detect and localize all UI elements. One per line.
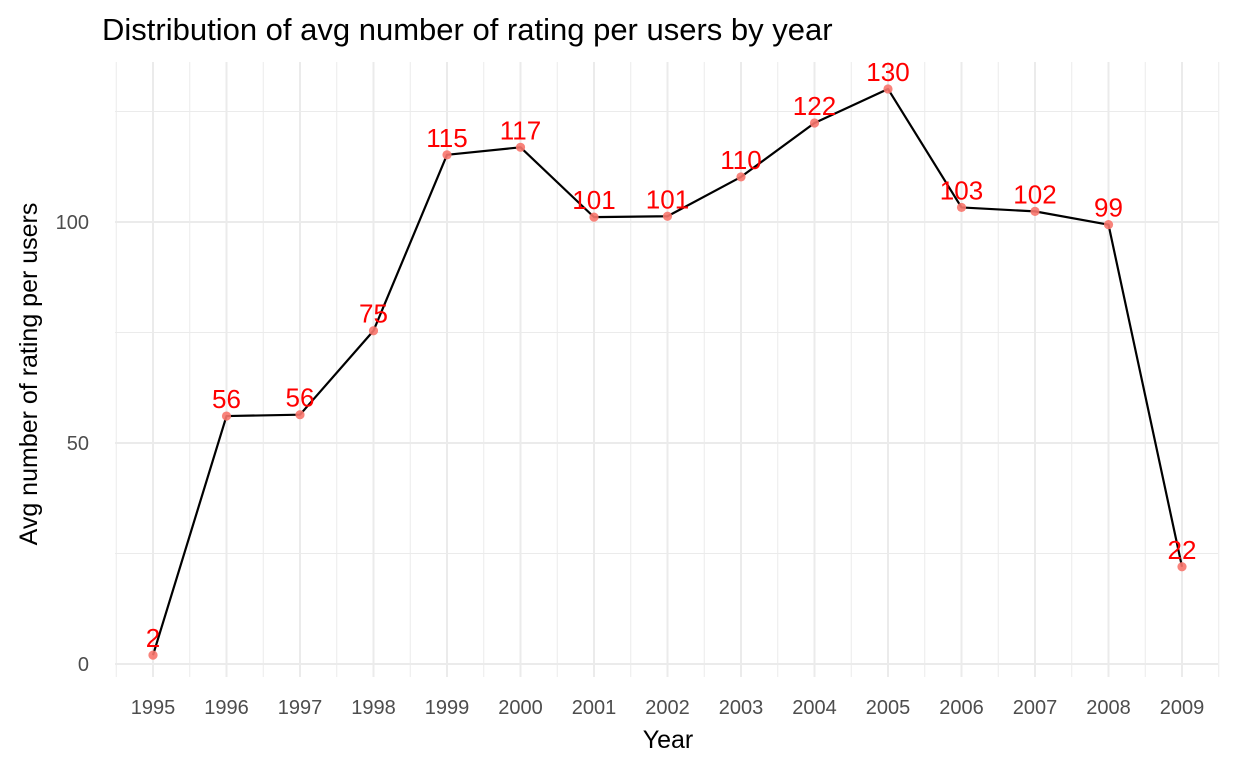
x-tick-label: 2008 [1086,697,1131,719]
x-tick-label: 2003 [719,697,764,719]
x-tick-label: 2001 [572,697,617,719]
data-label: 56 [286,383,315,413]
data-label: 101 [572,185,615,215]
x-axis-title: Year [643,726,694,754]
data-point [956,202,967,213]
major-gridlines [115,62,1218,677]
data-label: 2 [146,623,160,653]
x-tick-label: 1998 [351,697,396,719]
data-label: 75 [359,299,388,329]
data-label: 122 [793,91,836,121]
x-tick-label: 1999 [425,697,470,719]
data-label: 22 [1168,535,1197,565]
data-point [515,142,526,152]
x-tick-label: 2007 [1013,697,1058,719]
data-label: 56 [212,384,241,414]
data-labels-layer: 2 56 56 75 115 117 101 101 110 122 130 103 102 99 22 [146,57,1197,653]
data-point [442,150,452,160]
data-point [736,172,746,182]
data-point [809,118,820,128]
y-tick-label: 0 [78,654,89,676]
data-label: 102 [1013,179,1056,209]
points-layer [148,84,1187,660]
x-tick-label: 2009 [1160,697,1205,719]
data-point [662,211,673,221]
data-label: 130 [866,57,909,87]
chart-title: Distribution of avg number of rating per… [102,12,833,47]
y-tick-label: 50 [67,433,89,455]
data-label: 101 [646,184,689,214]
data-point [1103,220,1114,230]
x-tick-label: 1995 [131,697,176,719]
data-label: 110 [720,145,761,175]
data-point [368,326,379,336]
x-tick-label: 2004 [792,697,837,719]
x-tick-label: 1997 [278,697,323,719]
x-tick-label: 1996 [204,697,249,719]
y-tick-label: 100 [56,212,89,234]
y-axis-title: Avg number of rating per users [15,203,43,546]
x-tick-label: 2000 [498,697,543,719]
tick-labels-layer: 1995 1996 1997 1998 1999 2000 2001 2002 2003 2004… [56,212,1205,719]
data-point [589,212,599,222]
x-tick-label: 2005 [866,697,911,719]
data-point [221,411,232,421]
data-label: 117 [500,115,541,145]
data-point [1030,206,1040,216]
data-point [295,410,305,420]
data-point [148,650,158,660]
x-tick-label: 2006 [939,697,984,719]
data-point [1177,562,1187,572]
x-tick-label: 2002 [645,697,690,719]
data-label: 99 [1094,193,1123,223]
data-point [883,84,893,94]
data-label: 103 [940,175,983,205]
data-label: 115 [426,123,467,153]
